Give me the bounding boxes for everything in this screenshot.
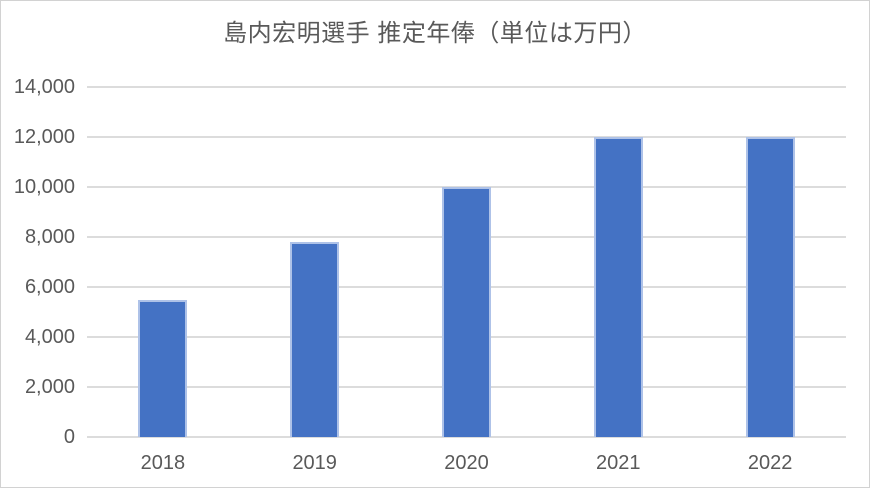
y-tick-label: 0: [63, 426, 75, 448]
x-tick-label: 2020: [444, 452, 489, 474]
gridline: [87, 436, 846, 438]
bar: [138, 299, 188, 437]
bar: [290, 242, 340, 437]
x-tick-label: 2019: [292, 452, 337, 474]
y-tick-label: 6,000: [24, 276, 75, 298]
y-tick-label: 12,000: [13, 126, 75, 148]
x-tick-label: 2022: [747, 452, 793, 474]
y-tick-label: 8,000: [24, 226, 75, 248]
x-tick-label: 2018: [140, 452, 186, 474]
bar: [745, 137, 795, 437]
chart-title: 島内宏明選手 推定年俸（単位は万円）: [223, 20, 647, 47]
y-tick-label: 14,000: [13, 76, 75, 98]
y-tick-label: 4,000: [24, 326, 75, 348]
gridline: [87, 136, 846, 138]
y-tick-label: 2,000: [24, 376, 75, 398]
bar: [593, 137, 643, 437]
plot-area: [87, 86, 846, 438]
y-tick-label: 10,000: [13, 176, 75, 198]
bar: [442, 187, 491, 437]
gridline: [87, 86, 846, 88]
x-tick-label: 2021: [596, 452, 641, 474]
